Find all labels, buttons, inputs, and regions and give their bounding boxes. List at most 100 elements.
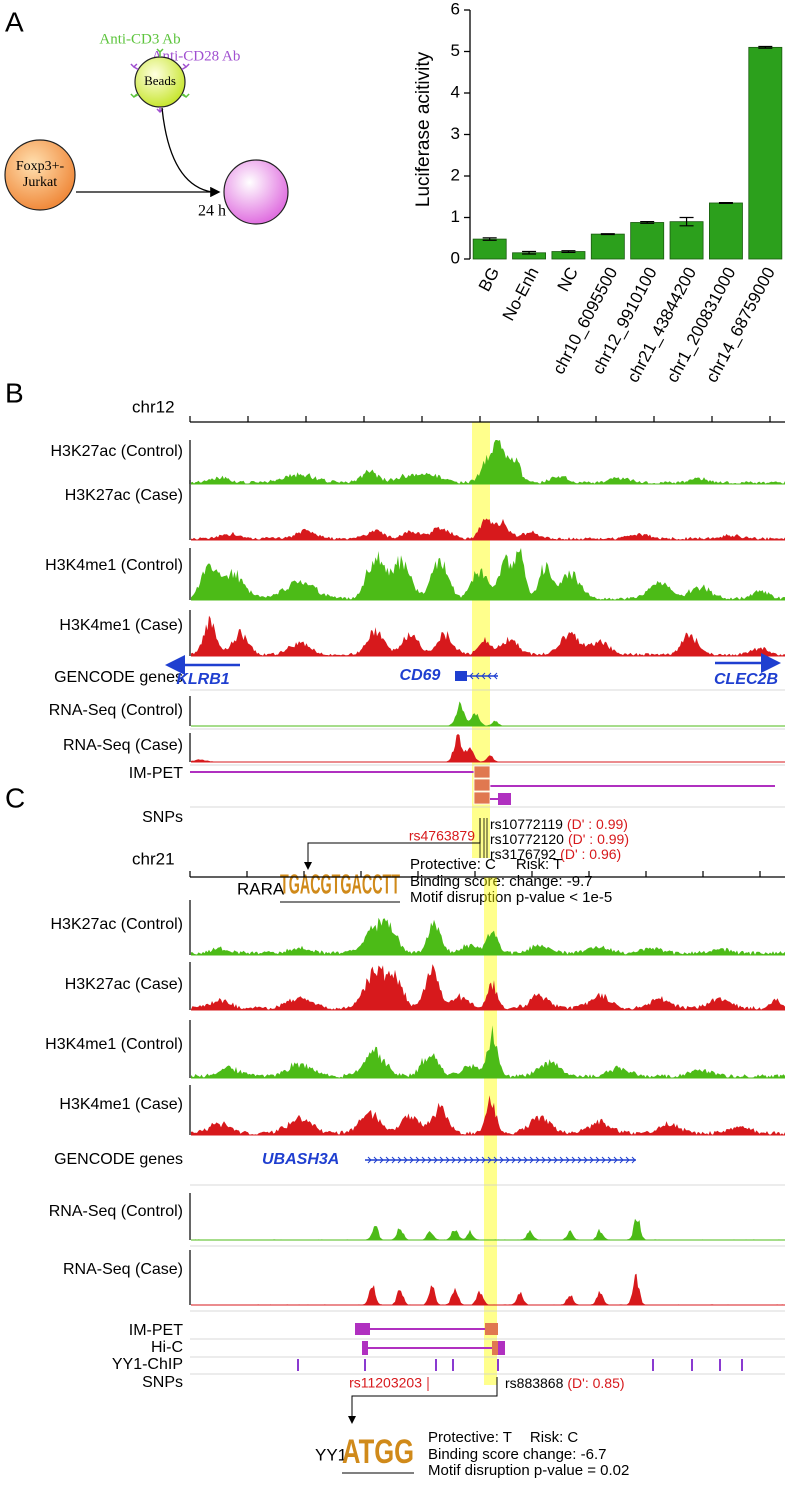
motif-logo: TGACGTGACCTT: [280, 868, 400, 899]
time-label: 24 h: [198, 203, 226, 220]
signal-track: [191, 1218, 785, 1240]
antibody: [181, 93, 190, 99]
error-bar: [561, 250, 576, 253]
gene-strand: [493, 672, 498, 680]
gene-label: CD69: [400, 667, 441, 684]
enhancer-box: [473, 778, 491, 792]
error-bar: [600, 233, 615, 236]
gene-strand: [541, 1156, 546, 1164]
error-bar: [640, 221, 655, 224]
track-label: SNPs: [142, 1374, 183, 1391]
gene-label: KLRB1: [176, 671, 229, 688]
motif-pvalue: Motif disruption p-value = 0.02: [428, 1462, 629, 1479]
gene-strand: [487, 1156, 492, 1164]
gene-strand: [391, 1156, 396, 1164]
snp-label: rs10772119 (D' : 0.99): [490, 816, 628, 832]
gene-strand: [577, 1156, 582, 1164]
track-label: SNPs: [142, 809, 183, 826]
gene-strand: [445, 1156, 450, 1164]
signal-track: [191, 440, 785, 484]
y-tick-label: 0: [451, 248, 460, 267]
error-bar: [482, 237, 497, 241]
gene-strand: [427, 1156, 432, 1164]
panel-label: A: [5, 6, 24, 37]
track-label: YY1-ChIP: [112, 1356, 183, 1373]
gene-strand: [475, 672, 480, 680]
track-label: RNA-Seq (Control): [49, 702, 183, 719]
x-tick-label: NC: [554, 264, 582, 295]
chromosome-label: chr21: [132, 849, 175, 868]
motif-logo: ATGG: [342, 1433, 414, 1471]
gene-strand: [535, 1156, 540, 1164]
snp-arrow: [304, 818, 481, 870]
track-label: H3K4me1 (Case): [59, 1096, 183, 1113]
gene-strand: [547, 1156, 552, 1164]
signal-track: [191, 964, 785, 1010]
snp-ld: (D' : 0.99): [568, 831, 629, 847]
gene-strand: [493, 1156, 498, 1164]
error-bar: [718, 201, 733, 204]
gene-strand: [367, 1156, 372, 1164]
gene-strand: [505, 1156, 510, 1164]
bar: [472, 238, 507, 260]
panel-label: C: [5, 782, 25, 813]
gene-strand: [463, 1156, 468, 1164]
track-label: H3K27ac (Control): [51, 443, 184, 460]
gene-strand: [379, 1156, 384, 1164]
enhancer-box: [473, 791, 491, 805]
gene-strand: [595, 1156, 600, 1164]
gene-strand: [469, 672, 474, 680]
gene-strand: [565, 1156, 570, 1164]
snp-label: rs883868 (D': 0.85): [505, 1375, 625, 1391]
gene-strand: [625, 1156, 630, 1164]
protective: Protective: T: [428, 1429, 512, 1446]
track-label: GENCODE genes: [54, 669, 183, 686]
signal-track: [191, 518, 785, 540]
snp-id: rs10772120: [490, 831, 564, 847]
panel-label: B: [5, 377, 24, 408]
protective: Protective: C: [410, 856, 496, 873]
gene-strand: [481, 672, 486, 680]
gene-strand: [403, 1156, 408, 1164]
snp-label: rs10772120 (D' : 0.99): [490, 831, 629, 847]
contact-box: [362, 1341, 368, 1355]
gene-strand: [457, 1156, 462, 1164]
gene-label: UBASH3A: [262, 1151, 339, 1168]
signal-track: [191, 548, 785, 600]
chromosome-label: chr12: [132, 397, 175, 416]
gene-strand: [469, 1156, 474, 1164]
bar: [669, 221, 704, 260]
bar: [590, 233, 625, 260]
gene-strand: [475, 1156, 480, 1164]
gene-strand: [409, 1156, 414, 1164]
y-tick-label: 6: [451, 0, 460, 18]
cell-label: Jurkat: [23, 175, 57, 190]
gene-strand: [589, 1156, 594, 1164]
gene-strand: [553, 1156, 558, 1164]
contact-box: [498, 1341, 505, 1355]
track-label: H3K27ac (Case): [65, 487, 183, 504]
y-tick-label: 3: [451, 124, 460, 143]
gene-strand: [631, 1156, 636, 1164]
snp-id: rs883868: [505, 1375, 564, 1391]
error-bar: [522, 250, 537, 255]
gene-strand: [433, 1156, 438, 1164]
track-label: IM-PET: [129, 1322, 183, 1339]
enhancer-box: [485, 1323, 498, 1335]
contact-box: [492, 1341, 498, 1355]
enhancer-box: [473, 765, 491, 779]
snp-label: rs11203203: [349, 1375, 422, 1391]
gene-strand: [373, 1156, 378, 1164]
gene-exon: [455, 671, 467, 681]
snp-label: rs4763879: [409, 828, 475, 844]
track-label: RNA-Seq (Case): [63, 737, 183, 754]
bead-label: Beads: [144, 73, 176, 88]
motif-alleles: Protective: T Risk: C: [428, 1429, 578, 1446]
signal-track: [191, 1095, 785, 1135]
track-label: H3K4me1 (Control): [45, 557, 183, 574]
signal-track: [191, 1025, 785, 1078]
snp-ld: (D' : 0.99): [567, 816, 628, 832]
signal-track: [191, 615, 785, 656]
cell: [4, 139, 76, 211]
x-tick-label: No-Enh: [499, 264, 543, 324]
